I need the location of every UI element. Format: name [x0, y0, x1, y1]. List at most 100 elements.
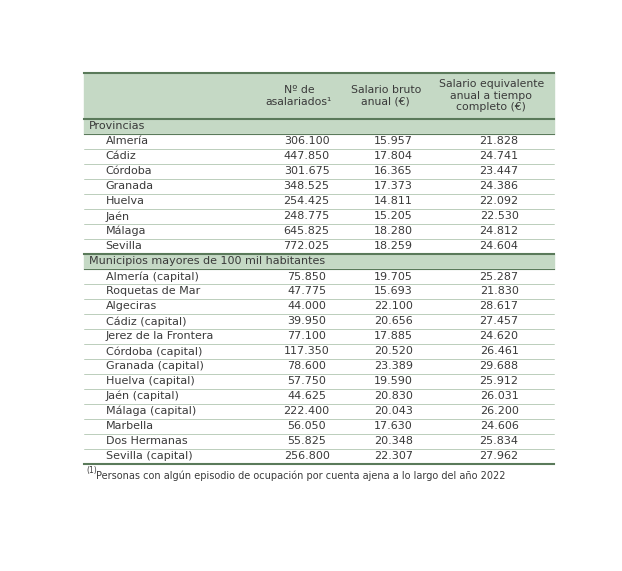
Text: 17.373: 17.373 [374, 182, 413, 191]
Text: Córdoba (capital): Córdoba (capital) [106, 346, 202, 356]
Polygon shape [84, 329, 554, 344]
Text: 20.520: 20.520 [374, 347, 413, 356]
Text: 25.287: 25.287 [480, 272, 519, 282]
Text: 28.617: 28.617 [480, 301, 519, 311]
Text: 20.043: 20.043 [374, 406, 413, 416]
Text: Jaén (capital): Jaén (capital) [106, 391, 180, 401]
Polygon shape [84, 194, 554, 209]
Polygon shape [84, 299, 554, 314]
Text: 23.389: 23.389 [374, 361, 413, 371]
Text: 117.350: 117.350 [284, 347, 330, 356]
Polygon shape [84, 449, 554, 464]
Text: 23.447: 23.447 [480, 166, 519, 176]
Text: Málaga (capital): Málaga (capital) [106, 406, 196, 416]
Text: 222.400: 222.400 [284, 406, 330, 416]
Text: 77.100: 77.100 [287, 331, 326, 341]
Text: Huelva (capital): Huelva (capital) [106, 376, 195, 386]
Text: 44.000: 44.000 [287, 301, 326, 311]
Polygon shape [84, 239, 554, 254]
Polygon shape [84, 179, 554, 194]
Text: 17.630: 17.630 [374, 421, 413, 431]
Polygon shape [84, 314, 554, 329]
Text: 39.950: 39.950 [287, 316, 326, 327]
Text: 18.280: 18.280 [374, 226, 413, 236]
Text: 75.850: 75.850 [287, 272, 326, 282]
Text: 17.804: 17.804 [374, 151, 413, 162]
Polygon shape [84, 419, 554, 433]
Text: 21.830: 21.830 [480, 287, 519, 296]
Polygon shape [84, 359, 554, 374]
Text: 15.693: 15.693 [374, 287, 413, 296]
Polygon shape [84, 344, 554, 359]
Text: 306.100: 306.100 [284, 136, 330, 146]
Text: 56.050: 56.050 [287, 421, 326, 431]
Polygon shape [84, 224, 554, 239]
Text: 348.525: 348.525 [284, 182, 330, 191]
Polygon shape [84, 389, 554, 404]
Text: 78.600: 78.600 [287, 361, 326, 371]
Text: 772.025: 772.025 [284, 241, 330, 251]
Text: 256.800: 256.800 [284, 451, 330, 461]
Polygon shape [84, 374, 554, 389]
Text: 22.092: 22.092 [480, 196, 519, 206]
Text: Provincias: Provincias [88, 121, 145, 131]
Text: 26.200: 26.200 [480, 406, 519, 416]
Text: Sevilla (capital): Sevilla (capital) [106, 451, 192, 461]
Polygon shape [84, 284, 554, 299]
Text: 20.830: 20.830 [374, 391, 413, 401]
Text: 15.957: 15.957 [374, 136, 413, 146]
Text: 16.365: 16.365 [374, 166, 413, 176]
Text: Roquetas de Mar: Roquetas de Mar [106, 287, 200, 296]
Text: 21.828: 21.828 [480, 136, 519, 146]
Text: 24.386: 24.386 [480, 182, 519, 191]
Text: 248.775: 248.775 [284, 211, 330, 221]
Text: Nº de
asalariados¹: Nº de asalariados¹ [266, 85, 332, 107]
Text: 44.625: 44.625 [287, 391, 326, 401]
Text: Granada (capital): Granada (capital) [106, 361, 203, 371]
Text: Cádiz: Cádiz [106, 151, 136, 162]
Text: 17.885: 17.885 [374, 331, 413, 341]
Text: 27.962: 27.962 [480, 451, 519, 461]
Polygon shape [84, 149, 554, 164]
Polygon shape [84, 254, 554, 269]
Text: Almería: Almería [106, 136, 149, 146]
Polygon shape [84, 134, 554, 149]
Text: 24.620: 24.620 [480, 331, 519, 341]
Text: Municipios mayores de 100 mil habitantes: Municipios mayores de 100 mil habitantes [88, 256, 325, 266]
Text: 29.688: 29.688 [480, 361, 519, 371]
Text: Málaga: Málaga [106, 226, 146, 236]
Text: 254.425: 254.425 [284, 196, 330, 206]
Text: Almería (capital): Almería (capital) [106, 271, 198, 282]
Text: 24.812: 24.812 [480, 226, 519, 236]
Text: 47.775: 47.775 [287, 287, 326, 296]
Text: Granada: Granada [106, 182, 154, 191]
Text: 301.675: 301.675 [284, 166, 330, 176]
Text: Salario equivalente
anual a tiempo
completo (€): Salario equivalente anual a tiempo compl… [439, 79, 544, 112]
Text: 19.705: 19.705 [374, 272, 413, 282]
Text: 57.750: 57.750 [287, 376, 326, 386]
Text: Sevilla: Sevilla [106, 241, 142, 251]
Text: 22.100: 22.100 [374, 301, 413, 311]
Text: Dos Hermanas: Dos Hermanas [106, 436, 187, 446]
Text: Cádiz (capital): Cádiz (capital) [106, 316, 186, 327]
Text: Jaén: Jaén [106, 211, 130, 222]
Text: 22.307: 22.307 [374, 451, 413, 461]
Text: 27.457: 27.457 [480, 316, 519, 327]
Text: 18.259: 18.259 [374, 241, 413, 251]
Text: 26.461: 26.461 [480, 347, 519, 356]
Polygon shape [84, 164, 554, 179]
Text: 14.811: 14.811 [374, 196, 413, 206]
Text: 25.912: 25.912 [480, 376, 519, 386]
Text: Córdoba: Córdoba [106, 166, 152, 176]
Polygon shape [84, 209, 554, 224]
Text: Personas con algún episodio de ocupación por cuenta ajena a lo largo del año 202: Personas con algún episodio de ocupación… [96, 471, 506, 481]
Text: 24.741: 24.741 [480, 151, 519, 162]
Text: Algeciras: Algeciras [106, 301, 157, 311]
Text: 55.825: 55.825 [287, 436, 326, 446]
Polygon shape [84, 269, 554, 284]
Polygon shape [84, 404, 554, 419]
Text: 22.530: 22.530 [480, 211, 519, 221]
Text: 645.825: 645.825 [284, 226, 330, 236]
Text: (1): (1) [86, 466, 97, 475]
Polygon shape [84, 73, 554, 119]
